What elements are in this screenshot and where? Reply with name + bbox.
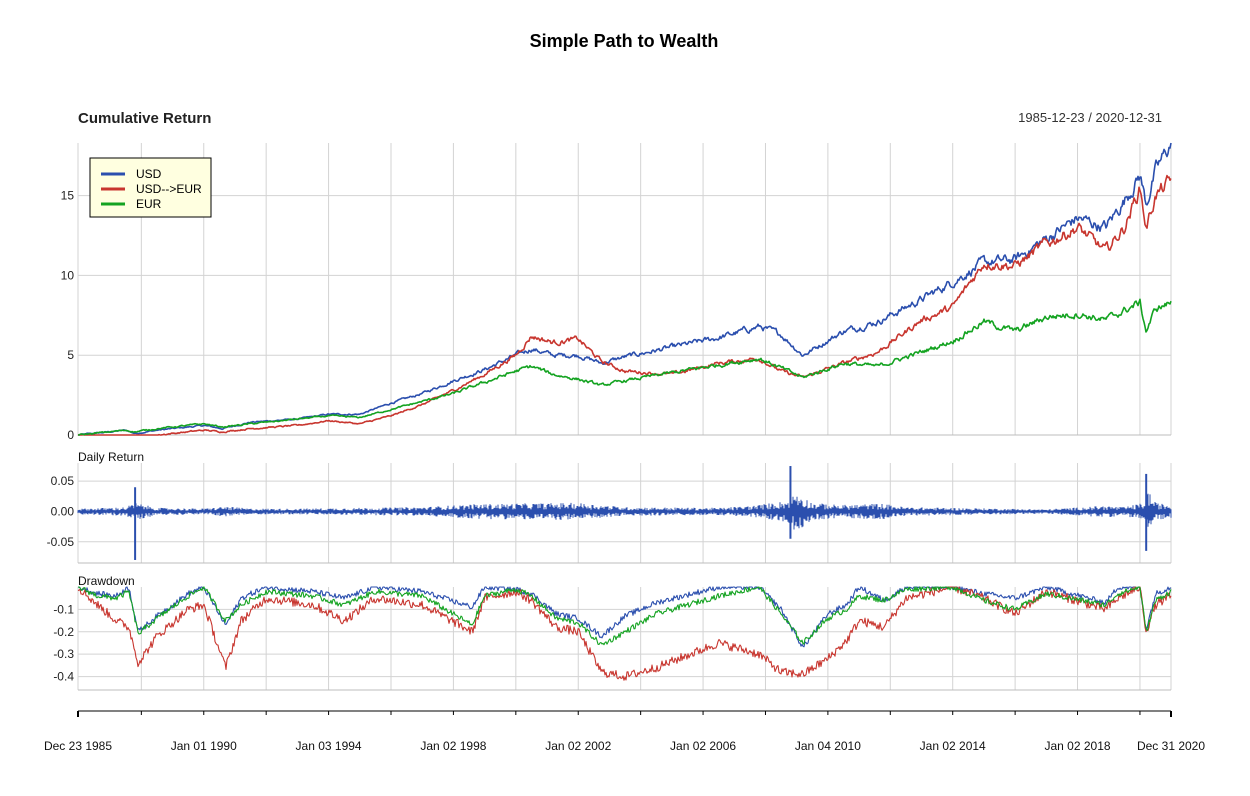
series-line-eur bbox=[78, 586, 1172, 646]
x-tick-label: Dec 23 1985 bbox=[44, 739, 112, 753]
date-range-label: 1985-12-23 / 2020-12-31 bbox=[1018, 110, 1162, 125]
x-tick-label: Jan 02 2018 bbox=[1045, 739, 1111, 753]
y-tick-label: 0.05 bbox=[51, 474, 75, 488]
panel-cumulative-return: 0 5 10 15 bbox=[61, 142, 1172, 442]
x-tick-label: Jan 01 1990 bbox=[171, 739, 237, 753]
y-tick-label: 5 bbox=[67, 348, 74, 362]
y-tick-label: -0.3 bbox=[53, 647, 74, 661]
panel-title-daily-return: Daily Return bbox=[78, 450, 144, 464]
legend-label-usd-eur: USD-->EUR bbox=[136, 182, 202, 196]
series-line-eur bbox=[78, 298, 1172, 436]
x-axis: Dec 23 1985 Jan 01 1990 Jan 03 1994 Jan 02 … bbox=[44, 710, 1205, 753]
x-tick-label: Jan 02 2002 bbox=[545, 739, 611, 753]
legend-label-usd: USD bbox=[136, 167, 162, 181]
y-tick-label: 0.00 bbox=[51, 504, 75, 518]
y-tick-label: 10 bbox=[61, 268, 75, 282]
panel-daily-return: 0.05 0.00 -0.05 bbox=[47, 463, 1172, 564]
x-tick-label: Jan 04 2010 bbox=[795, 739, 861, 753]
series-line-usd bbox=[77, 586, 1172, 648]
panel-drawdown: -0.1 -0.2 -0.3 -0.4 bbox=[53, 586, 1172, 691]
series-line-usd-eur bbox=[77, 586, 1172, 681]
panel-title-drawdown: Drawdown bbox=[78, 574, 135, 588]
x-tick-label: Jan 02 2006 bbox=[670, 739, 736, 753]
x-tick-label: Jan 02 2014 bbox=[920, 739, 986, 753]
x-tick-label: Jan 03 1994 bbox=[296, 739, 362, 753]
y-tick-label: -0.1 bbox=[53, 602, 74, 616]
legend: USD USD-->EUR EUR bbox=[89, 157, 212, 218]
chart-title: Simple Path to Wealth bbox=[530, 31, 719, 51]
series-line-usd-eur bbox=[77, 174, 1172, 436]
x-tick-label: Dec 31 2020 bbox=[1137, 739, 1205, 753]
panel-title-cumulative-return: Cumulative Return bbox=[78, 110, 211, 127]
x-tick-label: Jan 02 1998 bbox=[420, 739, 486, 753]
y-tick-label: -0.2 bbox=[53, 625, 74, 639]
y-tick-label: -0.05 bbox=[47, 535, 75, 549]
plot-panels: 0 5 10 15 0.05 0.00 -0.05 -0.1 -0.2 -0.3 -0.4 bbox=[47, 142, 1172, 691]
y-tick-label: 15 bbox=[61, 189, 75, 203]
y-tick-label: -0.4 bbox=[53, 670, 74, 684]
series-line-usd bbox=[77, 142, 1172, 436]
legend-label-eur: EUR bbox=[136, 197, 162, 211]
y-tick-label: 0 bbox=[67, 428, 74, 442]
